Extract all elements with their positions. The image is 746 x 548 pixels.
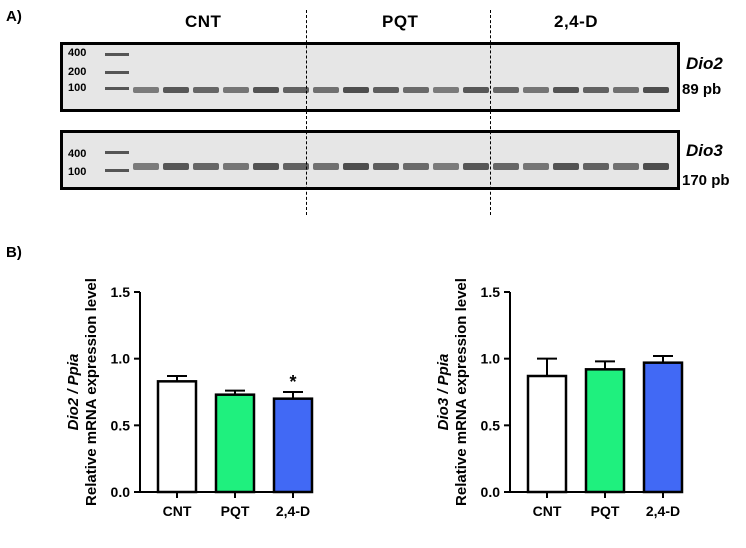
x-tick-label: PQT (591, 503, 620, 519)
gel-band (583, 87, 609, 93)
gel-band (433, 163, 459, 170)
x-tick-label: CNT (533, 503, 562, 519)
gel-band (313, 163, 339, 170)
marker-100: 100 (68, 166, 87, 178)
marker-400: 400 (68, 148, 87, 160)
group-separator (306, 10, 307, 215)
marker-100: 100 (68, 82, 87, 94)
gel-band (643, 163, 669, 170)
bar-PQT (214, 393, 256, 494)
y-tick-label: 0.0 (111, 484, 131, 500)
gel-band (313, 87, 339, 93)
bar-CNT (526, 374, 568, 494)
gel-band (523, 163, 549, 170)
ladder-band (105, 53, 129, 56)
gel-band (493, 163, 519, 170)
ladder-band (105, 169, 129, 172)
chart-dio2: 0.0 0.5 1.0 1.5 Dio2 / Ppia Relative mRNA exp… (65, 278, 314, 519)
y-tick-label: 1.5 (111, 284, 131, 300)
gel-band (193, 163, 219, 170)
gel-band (373, 163, 399, 170)
y-axis-label: Relative mRNA expression level (83, 278, 100, 506)
y-axis-gene-label: Dio2 / Ppia (65, 354, 82, 431)
gel-band (253, 163, 279, 170)
y-tick-label: 0.0 (481, 484, 501, 500)
gel-background (63, 45, 677, 109)
gel-band (493, 87, 519, 93)
gel-dio2-lanes (63, 45, 677, 109)
gel-band (433, 87, 459, 93)
gel-band (163, 163, 189, 170)
gel-band (583, 163, 609, 170)
gel-band (193, 87, 219, 93)
gel-band (463, 163, 489, 170)
ladder-band (105, 87, 129, 90)
gel-band (373, 87, 399, 93)
ladder-band (105, 151, 129, 154)
y-tick-label: 1.5 (481, 284, 501, 300)
y-tick-label: 0.5 (111, 417, 131, 433)
gel-band (163, 87, 189, 93)
gel-band (403, 163, 429, 170)
product-size-dio3: 170 pb (682, 172, 730, 189)
gel-dio2 (60, 42, 680, 112)
gel-band (613, 163, 639, 170)
product-size-dio2: 89 pb (682, 81, 722, 98)
gel-dio3-lanes (63, 133, 677, 187)
y-tick-label: 0.5 (481, 417, 501, 433)
ladder-band (105, 71, 129, 74)
group-label-24d: 2,4-D (554, 12, 599, 31)
x-tick-label: 2,4-D (276, 503, 310, 519)
gel-band (643, 87, 669, 93)
y-axis-label: Relative mRNA expression level (453, 278, 470, 506)
y-axis-gene-label: Dio3 / Ppia (435, 354, 452, 431)
gel-band (283, 163, 309, 170)
group-separator (490, 10, 491, 215)
gene-label-dio3: Dio3 (686, 141, 723, 160)
bar-2,4-D (642, 361, 684, 494)
gel-band (133, 87, 159, 93)
marker-200: 200 (68, 66, 87, 78)
gel-band (403, 87, 429, 93)
significance-marker: * (289, 372, 296, 392)
bar-CNT (156, 380, 198, 494)
bar-PQT (584, 368, 626, 494)
panel-a-label: A) (6, 8, 22, 25)
marker-400: 400 (68, 47, 87, 59)
bar-2,4-D (272, 397, 314, 494)
gel-band (343, 163, 369, 170)
gel-band (133, 163, 159, 170)
gel-band (523, 87, 549, 93)
group-label-pqt: PQT (382, 12, 419, 31)
gel-band (463, 87, 489, 93)
gel-dio3 (60, 130, 680, 190)
gel-background (63, 133, 677, 187)
panel-b-label: B) (6, 244, 22, 261)
gel-band (613, 87, 639, 93)
y-tick-label: 1.0 (481, 351, 501, 367)
y-tick-label: 1.0 (111, 351, 131, 367)
gel-band (223, 163, 249, 170)
gel-band (223, 87, 249, 93)
gel-band (283, 87, 309, 93)
gel-band (343, 87, 369, 93)
gel-band (553, 163, 579, 170)
group-label-cnt: CNT (185, 12, 222, 31)
x-tick-label: PQT (221, 503, 250, 519)
chart-dio3: 0.0 0.5 1.0 1.5 Dio3 / Ppia Relative mRNA exp… (435, 278, 684, 519)
gel-band (253, 87, 279, 93)
x-tick-label: CNT (163, 503, 192, 519)
gene-label-dio2: Dio2 (686, 54, 723, 73)
x-tick-label: 2,4-D (646, 503, 680, 519)
gel-band (553, 87, 579, 93)
